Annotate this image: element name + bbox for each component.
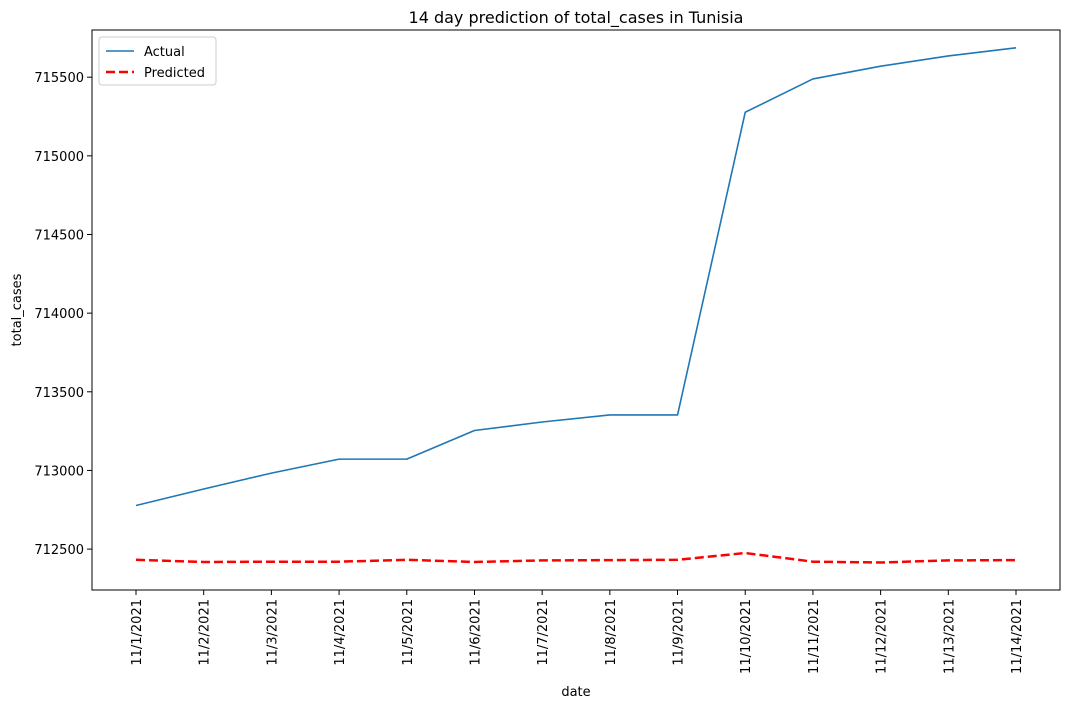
legend-box	[98, 36, 217, 86]
x-tick-label: 11/1/2021	[130, 599, 145, 666]
x-tick-label: 11/13/2021	[942, 599, 957, 674]
y-axis: 712500 713000 713500 714000 714500 715000 7155…	[34, 71, 92, 558]
y-tick-label: 713500	[34, 386, 84, 401]
y-tick-label: 715000	[34, 150, 84, 165]
x-tick-label: 11/14/2021	[1010, 599, 1025, 674]
x-tick-label: 11/4/2021	[333, 599, 348, 666]
x-tick-label: 11/10/2021	[739, 599, 754, 674]
y-axis-label: total_cases	[10, 273, 25, 346]
x-axis-label: date	[561, 685, 590, 700]
plot-frame	[91, 29, 1061, 591]
y-tick-label: 714000	[34, 307, 84, 322]
x-axis: 11/1/2021 11/2/2021 11/3/2021 11/4/2021 11/5…	[130, 590, 1025, 674]
series-line-actual	[135, 46, 1017, 507]
x-tick-label: 11/2/2021	[198, 599, 213, 666]
y-tick-label: 713000	[34, 464, 84, 479]
series-line-predicted	[135, 551, 1017, 564]
y-tick-label: 714500	[34, 228, 84, 243]
legend-label: Actual	[144, 45, 185, 60]
x-tick-label: 11/5/2021	[401, 599, 416, 666]
chart-title: 14 day prediction of total_cases in Tuni…	[409, 8, 744, 28]
x-tick-label: 11/9/2021	[672, 599, 687, 666]
y-tick-label: 712500	[34, 543, 84, 558]
legend-label: Predicted	[144, 66, 205, 81]
x-tick-label: 11/8/2021	[604, 599, 619, 666]
x-tick-label: 11/3/2021	[265, 599, 280, 666]
legend: Actual Predicted	[98, 36, 217, 86]
x-tick-label: 11/12/2021	[875, 599, 890, 674]
plot-area	[135, 46, 1017, 564]
x-tick-label: 11/6/2021	[468, 599, 483, 666]
y-tick-label: 715500	[34, 71, 84, 86]
x-tick-label: 11/7/2021	[536, 599, 551, 666]
x-tick-label: 11/11/2021	[807, 599, 822, 674]
